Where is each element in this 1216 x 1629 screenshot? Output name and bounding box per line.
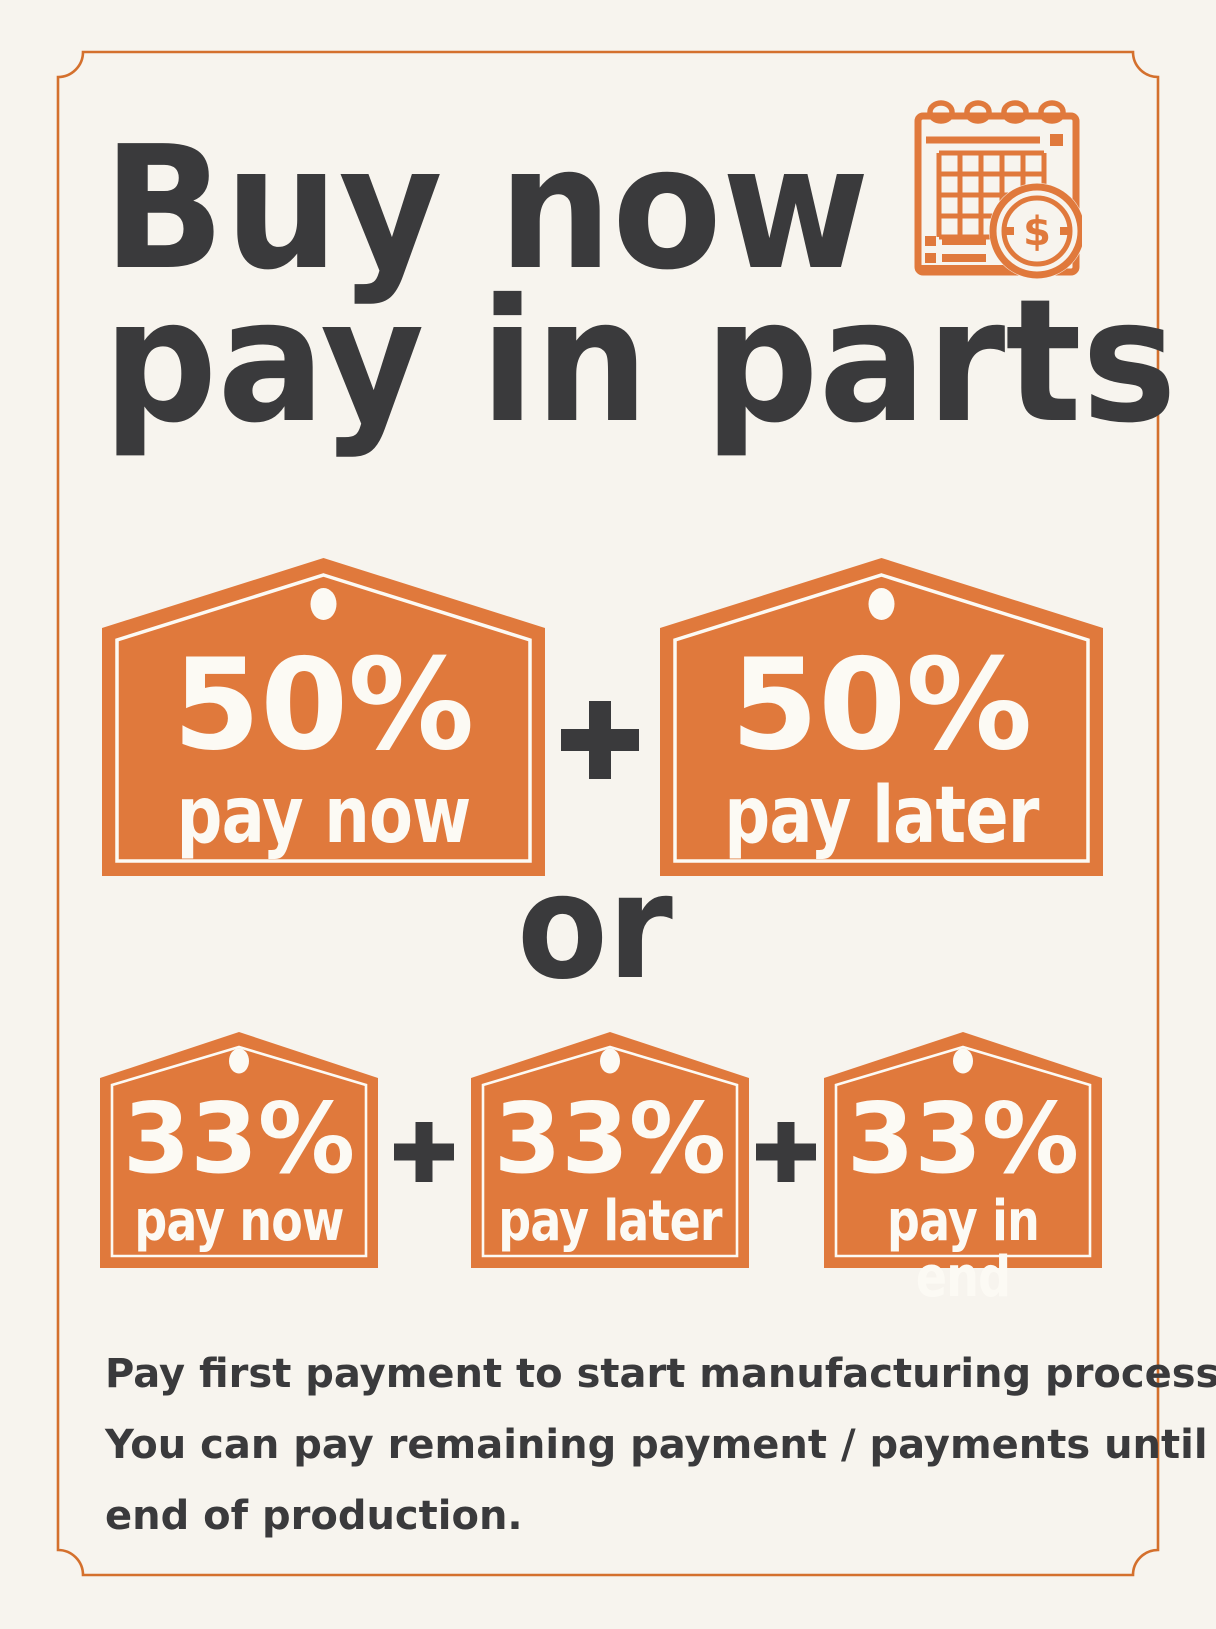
price-tag-50-pay-now: 50% pay now <box>102 558 545 876</box>
tag-label: pay later <box>724 771 1039 861</box>
tag-percent: 33% <box>122 1082 356 1195</box>
footer-note-line-3: end of production. <box>105 1493 523 1539</box>
title-line-1: Buy now <box>103 110 870 308</box>
tag-percent: 33% <box>846 1082 1080 1195</box>
plus-icon <box>394 1122 454 1182</box>
dollar-sign: $ <box>1023 209 1051 255</box>
tag-label: pay now <box>176 771 472 861</box>
price-tag-33-pay-now: 33% pay now <box>100 1032 378 1268</box>
tag-label: pay now <box>134 1189 344 1254</box>
tag-shape <box>824 1032 1102 1268</box>
tag-shape <box>100 1032 378 1268</box>
footer-note-line-1: Pay first payment to start manufacturing… <box>105 1351 1216 1397</box>
title-line-2: pay in parts <box>103 263 1177 461</box>
tag-shape <box>102 558 545 876</box>
tag-shape <box>471 1032 749 1268</box>
tag-percent: 50% <box>172 631 475 778</box>
footer-note: Pay first payment to start manufacturing… <box>105 1339 1216 1552</box>
page-title: Buy now pay in parts <box>103 110 1177 461</box>
tag-percent: 50% <box>730 631 1033 778</box>
tag-label: pay in end <box>887 1189 1040 1310</box>
price-tag-33-pay-in-end: 33% pay in end <box>824 1032 1102 1306</box>
calendar-money-icon: $ <box>914 100 1082 279</box>
tag-label: pay later <box>498 1189 722 1254</box>
footer-note-line-2: You can pay remaining payment / payments… <box>105 1422 1208 1468</box>
price-tag-50-pay-later: 50% pay later <box>660 558 1103 876</box>
tag-percent: 33% <box>493 1082 727 1195</box>
plus-icon <box>561 701 639 779</box>
plus-icon <box>756 1122 816 1182</box>
tag-shape <box>660 558 1103 876</box>
or-divider: or <box>517 843 673 1012</box>
price-tag-33-pay-later: 33% pay later <box>471 1032 749 1268</box>
